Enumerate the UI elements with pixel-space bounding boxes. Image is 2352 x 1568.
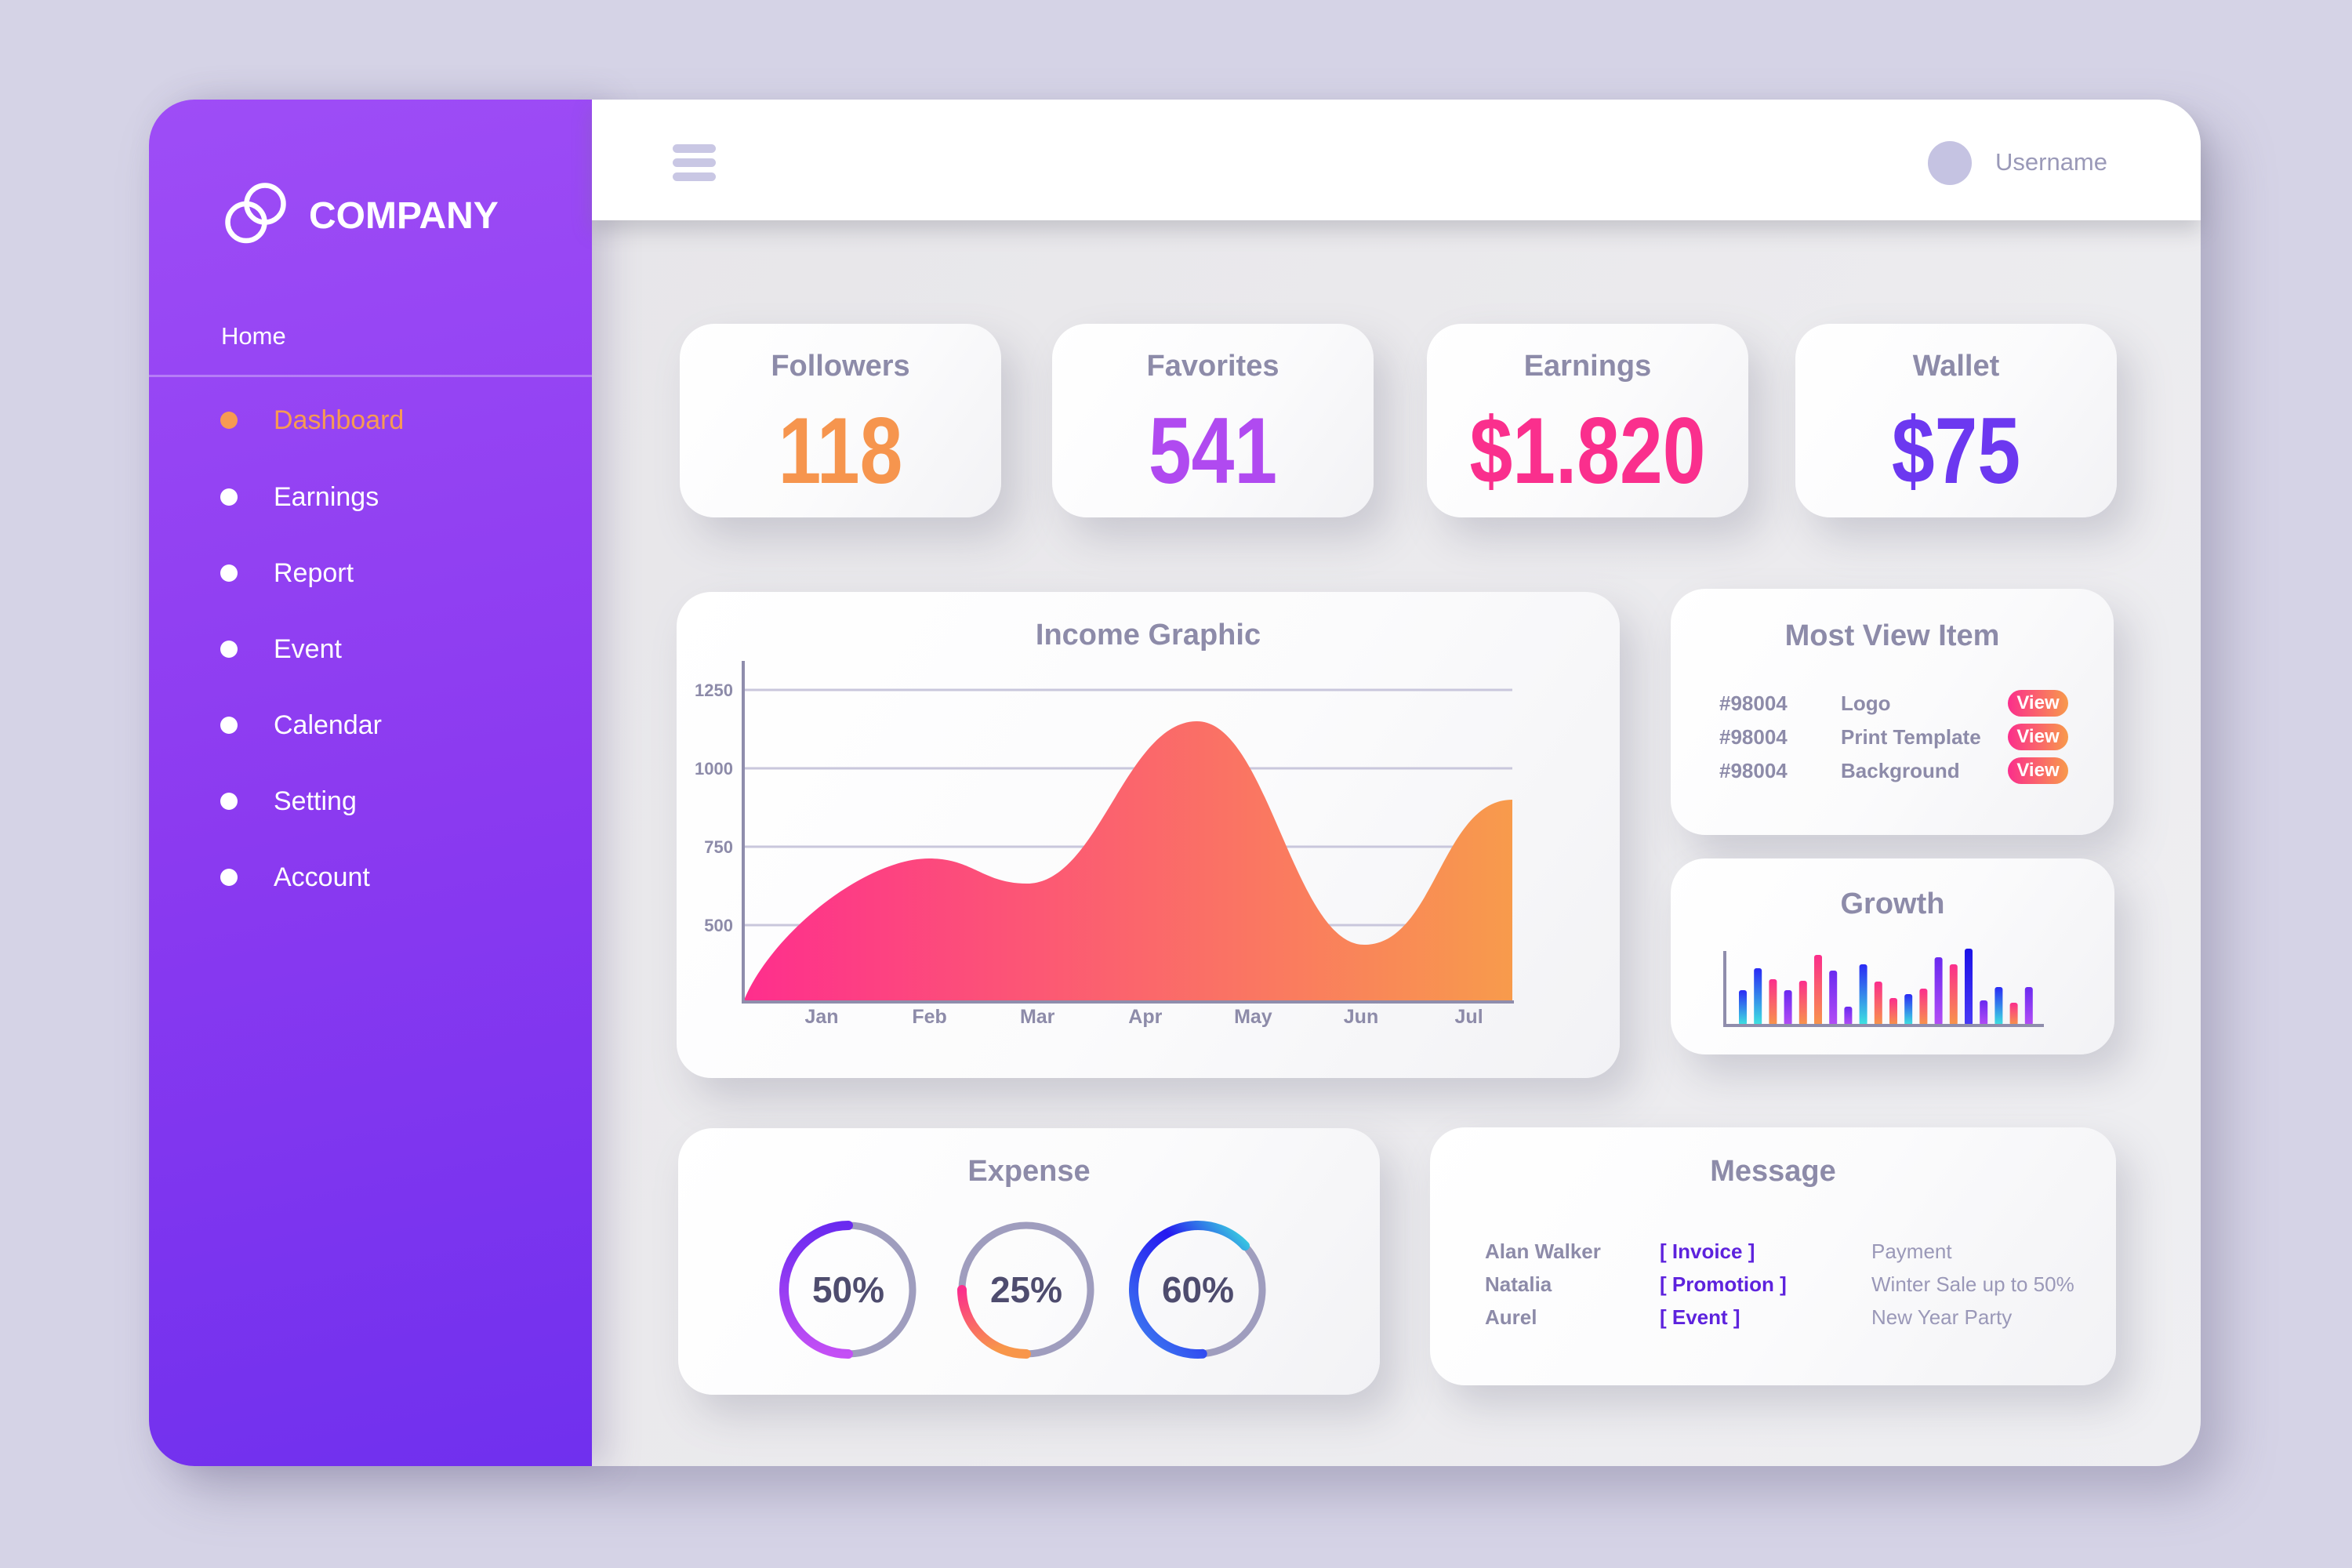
svg-text:Jul: Jul: [1455, 1006, 1483, 1028]
svg-text:May: May: [1234, 1006, 1272, 1028]
svg-text:Mar: Mar: [1020, 1006, 1055, 1028]
svg-text:Jan: Jan: [804, 1006, 838, 1028]
svg-text:500: 500: [704, 916, 733, 935]
svg-text:1000: 1000: [695, 759, 733, 779]
svg-text:Jun: Jun: [1344, 1006, 1378, 1028]
svg-text:Feb: Feb: [912, 1006, 946, 1028]
svg-text:Apr: Apr: [1128, 1006, 1162, 1028]
svg-text:750: 750: [704, 837, 733, 857]
svg-text:1250: 1250: [695, 681, 733, 700]
